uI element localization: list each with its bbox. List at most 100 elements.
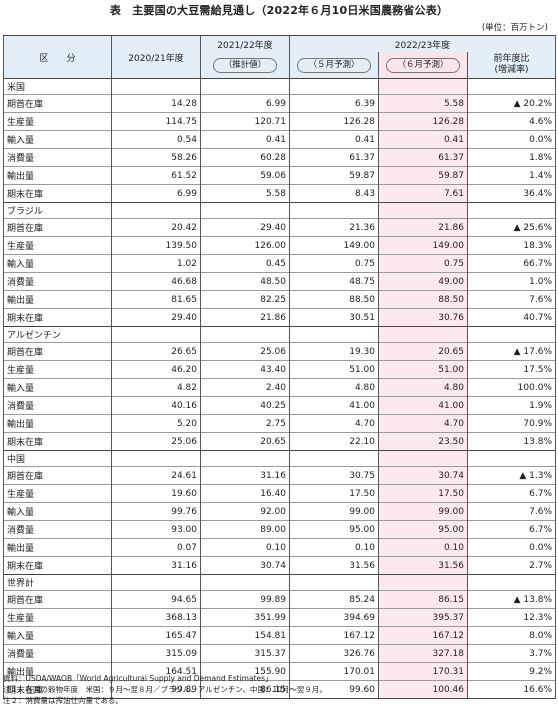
- value-2022-23-june: 41.00: [378, 396, 468, 415]
- value-2020-21: 5.20: [111, 414, 201, 433]
- value-2021-22: 154.81: [200, 626, 290, 645]
- row-label: 輸出量: [3, 662, 112, 681]
- value-change-rate: 12.3%: [467, 608, 556, 627]
- value-2022-23-june: 149.00: [378, 236, 468, 255]
- value-2022-23-june: 0.75: [378, 254, 468, 273]
- value-change-rate: 40.7%: [467, 308, 556, 327]
- table-row: 生産量 19.60 16.40 17.50 17.50 6.7%: [3, 484, 556, 503]
- value-change-rate: 0.0%: [467, 130, 556, 149]
- table-body: 米国 期首在庫 14.28 6.99 6.39 5.58 ▲ 20.2% 生産量 114.75 1…: [3, 78, 556, 699]
- value-2022-23-may: 149.00: [289, 236, 379, 255]
- value-change-rate: 7.6%: [467, 502, 556, 521]
- value-2021-22: 43.40: [200, 360, 290, 379]
- value-2022-23-may: 51.00: [289, 360, 379, 379]
- table-row: 輸出量 81.65 82.25 88.50 88.50 7.6%: [3, 290, 556, 309]
- value-2021-22: 99.89: [200, 590, 290, 609]
- table-row: 輸出量 5.20 2.75 4.70 4.70 70.9%: [3, 414, 556, 433]
- region-name: アルゼンチン: [3, 326, 112, 343]
- value-change-rate: 3.7%: [467, 644, 556, 663]
- region-header-row: 米国: [3, 78, 556, 95]
- value-2022-23-may: 0.10: [289, 538, 379, 557]
- region-header-row: ブラジル: [3, 202, 556, 219]
- region-header-cell: [289, 78, 379, 95]
- value-2022-23-may: 4.80: [289, 378, 379, 397]
- row-label: 輸入量: [3, 502, 112, 521]
- value-2020-21: 31.16: [111, 556, 201, 575]
- table-row: 期首在庫 14.28 6.99 6.39 5.58 ▲ 20.2%: [3, 94, 556, 113]
- value-2021-22: 0.10: [200, 538, 290, 557]
- value-2022-23-may: 59.87: [289, 166, 379, 185]
- value-2021-22: 315.37: [200, 644, 290, 663]
- table-row: 期首在庫 24.61 31.16 30.75 30.74 ▲ 1.3%: [3, 466, 556, 485]
- note-2: 注２：消費量は搾油仕向量である。: [3, 696, 123, 705]
- row-label: 輸入量: [3, 254, 112, 273]
- table-row: 期末在庫 6.99 5.58 8.43 7.61 36.4%: [3, 184, 556, 203]
- row-label: 消費量: [3, 148, 112, 167]
- value-2020-21: 139.50: [111, 236, 201, 255]
- region-header-cell: [200, 202, 290, 219]
- table-row: 期首在庫 94.65 99.89 85.24 86.15 ▲ 13.8%: [3, 590, 556, 609]
- value-2022-23-june: 30.74: [378, 466, 468, 485]
- value-2020-21: 99.89: [111, 680, 201, 699]
- value-2022-23-june: 327.18: [378, 644, 468, 663]
- value-2022-23-june: 5.58: [378, 94, 468, 113]
- value-2020-21: 14.28: [111, 94, 201, 113]
- value-change-rate: 0.0%: [467, 538, 556, 557]
- region-header-cell: [467, 450, 556, 467]
- header-change-label: 前年度比: [493, 54, 530, 64]
- supply-demand-table: 区 分 2020/21年度 2021/22年度 2022/23年度 （推計値） …: [3, 35, 556, 699]
- value-2021-22: 48.50: [200, 272, 290, 291]
- table-row: 輸入量 165.47 154.81 167.12 167.12 8.0%: [3, 626, 556, 645]
- value-2020-21: 165.47: [111, 626, 201, 645]
- row-label: 輸入量: [3, 378, 112, 397]
- value-2022-23-may: 326.76: [289, 644, 379, 663]
- row-label: 生産量: [3, 484, 112, 503]
- value-2021-22: 92.00: [200, 502, 290, 521]
- value-2021-22: 126.00: [200, 236, 290, 255]
- value-2022-23-june: 99.00: [378, 502, 468, 521]
- row-label: 輸出量: [3, 166, 112, 185]
- region-name: ブラジル: [3, 202, 112, 219]
- value-2021-22: 0.41: [200, 130, 290, 149]
- value-change-rate: 7.6%: [467, 290, 556, 309]
- value-2022-23-may: 8.43: [289, 184, 379, 203]
- note-source: 資料：USDA/WAOB「World Agricultural Supply a…: [3, 674, 273, 683]
- region-header-cell: [378, 202, 468, 219]
- header-2021-estimate-label: （推計値）: [212, 57, 278, 73]
- value-2022-23-may: 394.69: [289, 608, 379, 627]
- value-2022-23-june: 7.61: [378, 184, 468, 203]
- table-row: 期末在庫 29.40 21.86 30.51 30.76 40.7%: [3, 308, 556, 327]
- table-row: 輸出量 0.07 0.10 0.10 0.10 0.0%: [3, 538, 556, 557]
- value-change-rate: 4.6%: [467, 112, 556, 131]
- table-row: 期首在庫 20.42 29.40 21.36 21.86 ▲ 25.6%: [3, 218, 556, 237]
- value-2022-23-june: 20.65: [378, 342, 468, 361]
- row-label: 輸出量: [3, 290, 112, 309]
- region-header-cell: [467, 78, 556, 95]
- region-header-cell: [289, 574, 379, 591]
- value-2020-21: 99.76: [111, 502, 201, 521]
- value-2020-21: 114.75: [111, 112, 201, 131]
- row-label: 期首在庫: [3, 590, 112, 609]
- value-2022-23-june: 21.86: [378, 218, 468, 237]
- row-label: 期首在庫: [3, 342, 112, 361]
- value-2022-23-june: 95.00: [378, 520, 468, 539]
- table-row: 期首在庫 26.65 25.06 19.30 20.65 ▲ 17.6%: [3, 342, 556, 361]
- table-row: 消費量 40.16 40.25 41.00 41.00 1.9%: [3, 396, 556, 415]
- value-2022-23-may: 21.36: [289, 218, 379, 237]
- value-2020-21: 0.54: [111, 130, 201, 149]
- table-row: 輸出量 164.51 155.90 170.01 170.31 9.2%: [3, 662, 556, 681]
- table-row: 消費量 93.00 89.00 95.00 95.00 6.7%: [3, 520, 556, 539]
- row-label: 期首在庫: [3, 94, 112, 113]
- region-header-cell: [467, 574, 556, 591]
- value-2020-21: 20.42: [111, 218, 201, 237]
- value-2022-23-may: 61.37: [289, 148, 379, 167]
- value-2022-23-june: 59.87: [378, 166, 468, 185]
- header-2022-june-label: （６月予測）: [386, 57, 460, 73]
- row-label: 生産量: [3, 360, 112, 379]
- header-item: 区 分: [3, 35, 112, 79]
- region-name: 中国: [3, 450, 112, 467]
- header-2022-may: （５月予測）: [289, 52, 379, 79]
- row-label: 期首在庫: [3, 466, 112, 485]
- value-2021-22: 29.40: [200, 218, 290, 237]
- table-row: 期末在庫 99.89 86.15 99.60 100.46 16.6%: [3, 680, 556, 699]
